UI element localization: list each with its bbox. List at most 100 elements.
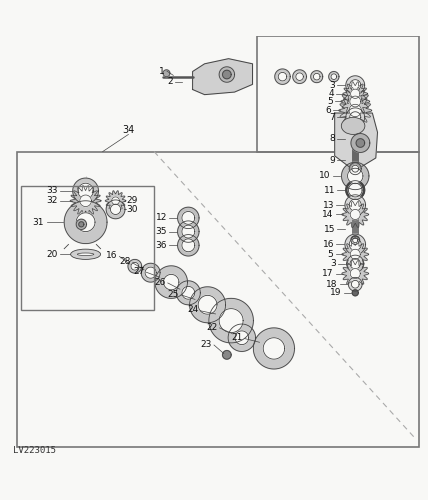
Text: 24: 24 <box>187 306 198 314</box>
Polygon shape <box>76 213 95 232</box>
Polygon shape <box>346 108 365 126</box>
Ellipse shape <box>341 118 365 134</box>
Ellipse shape <box>71 249 101 260</box>
Text: 23: 23 <box>200 340 212 348</box>
Polygon shape <box>76 219 86 230</box>
Polygon shape <box>79 222 84 227</box>
Polygon shape <box>350 258 360 269</box>
Polygon shape <box>275 69 290 84</box>
Polygon shape <box>342 242 369 268</box>
Polygon shape <box>141 264 160 282</box>
Polygon shape <box>350 96 361 107</box>
Polygon shape <box>263 338 285 359</box>
Text: 29: 29 <box>126 196 138 205</box>
Polygon shape <box>70 186 101 216</box>
Text: 15: 15 <box>324 225 335 234</box>
Polygon shape <box>345 234 366 254</box>
Polygon shape <box>176 281 200 305</box>
Polygon shape <box>193 58 253 94</box>
Polygon shape <box>145 267 156 278</box>
Polygon shape <box>351 134 370 152</box>
Polygon shape <box>350 268 360 278</box>
Bar <box>21 186 154 310</box>
Polygon shape <box>155 266 187 298</box>
Polygon shape <box>78 183 93 198</box>
Polygon shape <box>352 290 358 296</box>
Polygon shape <box>190 287 226 323</box>
Text: LV223015: LV223015 <box>13 446 56 456</box>
Text: 33: 33 <box>46 186 58 196</box>
Text: 36: 36 <box>155 241 167 250</box>
Polygon shape <box>209 298 253 343</box>
Polygon shape <box>335 113 377 166</box>
Text: 22: 22 <box>206 322 217 332</box>
Polygon shape <box>351 89 360 99</box>
Polygon shape <box>163 70 170 76</box>
Polygon shape <box>342 202 369 228</box>
Polygon shape <box>293 70 306 84</box>
Polygon shape <box>223 70 231 79</box>
Polygon shape <box>253 328 294 369</box>
Polygon shape <box>350 112 361 123</box>
Text: 18: 18 <box>326 280 338 288</box>
Polygon shape <box>342 162 369 190</box>
Text: 35: 35 <box>155 227 167 236</box>
Polygon shape <box>128 260 142 273</box>
Text: 1: 1 <box>159 66 165 76</box>
Text: 19: 19 <box>330 288 342 298</box>
Text: 17: 17 <box>322 269 333 278</box>
Text: 4: 4 <box>329 90 334 98</box>
Polygon shape <box>343 82 368 106</box>
Text: 10: 10 <box>319 172 331 180</box>
Bar <box>257 36 419 152</box>
Text: 5: 5 <box>327 97 333 106</box>
Text: 20: 20 <box>46 250 58 259</box>
Polygon shape <box>178 234 199 256</box>
Text: 32: 32 <box>46 196 58 205</box>
Polygon shape <box>182 239 195 252</box>
Polygon shape <box>347 255 364 272</box>
Bar <box>17 152 419 447</box>
Polygon shape <box>352 166 359 172</box>
Polygon shape <box>349 162 361 174</box>
Text: 9: 9 <box>330 156 335 164</box>
Polygon shape <box>182 225 195 238</box>
Polygon shape <box>345 195 366 216</box>
Polygon shape <box>341 88 370 116</box>
Polygon shape <box>131 262 139 270</box>
Text: 11: 11 <box>324 186 335 194</box>
Text: 12: 12 <box>155 214 167 222</box>
Polygon shape <box>163 274 179 290</box>
Text: 26: 26 <box>154 278 166 286</box>
Text: 2: 2 <box>168 78 173 86</box>
Polygon shape <box>73 178 98 204</box>
Polygon shape <box>348 278 362 291</box>
Polygon shape <box>198 296 217 314</box>
Polygon shape <box>219 308 243 332</box>
Polygon shape <box>342 260 369 286</box>
Polygon shape <box>178 221 199 242</box>
Text: 5: 5 <box>328 250 333 259</box>
Polygon shape <box>219 67 235 82</box>
Polygon shape <box>235 331 249 344</box>
Text: 27: 27 <box>133 267 144 276</box>
Polygon shape <box>182 286 195 299</box>
Text: 25: 25 <box>167 290 179 298</box>
Polygon shape <box>350 210 360 220</box>
Text: 3: 3 <box>330 259 336 268</box>
Text: 28: 28 <box>119 258 131 266</box>
Polygon shape <box>311 70 323 83</box>
Polygon shape <box>350 250 360 260</box>
Text: 21: 21 <box>231 333 243 342</box>
Polygon shape <box>80 195 92 206</box>
Polygon shape <box>339 94 372 127</box>
Polygon shape <box>64 201 107 244</box>
Polygon shape <box>313 74 320 80</box>
Polygon shape <box>351 280 359 288</box>
Polygon shape <box>329 72 339 82</box>
Polygon shape <box>228 324 256 351</box>
Polygon shape <box>351 236 360 244</box>
Polygon shape <box>349 199 361 211</box>
Polygon shape <box>178 207 199 229</box>
Polygon shape <box>106 200 125 219</box>
